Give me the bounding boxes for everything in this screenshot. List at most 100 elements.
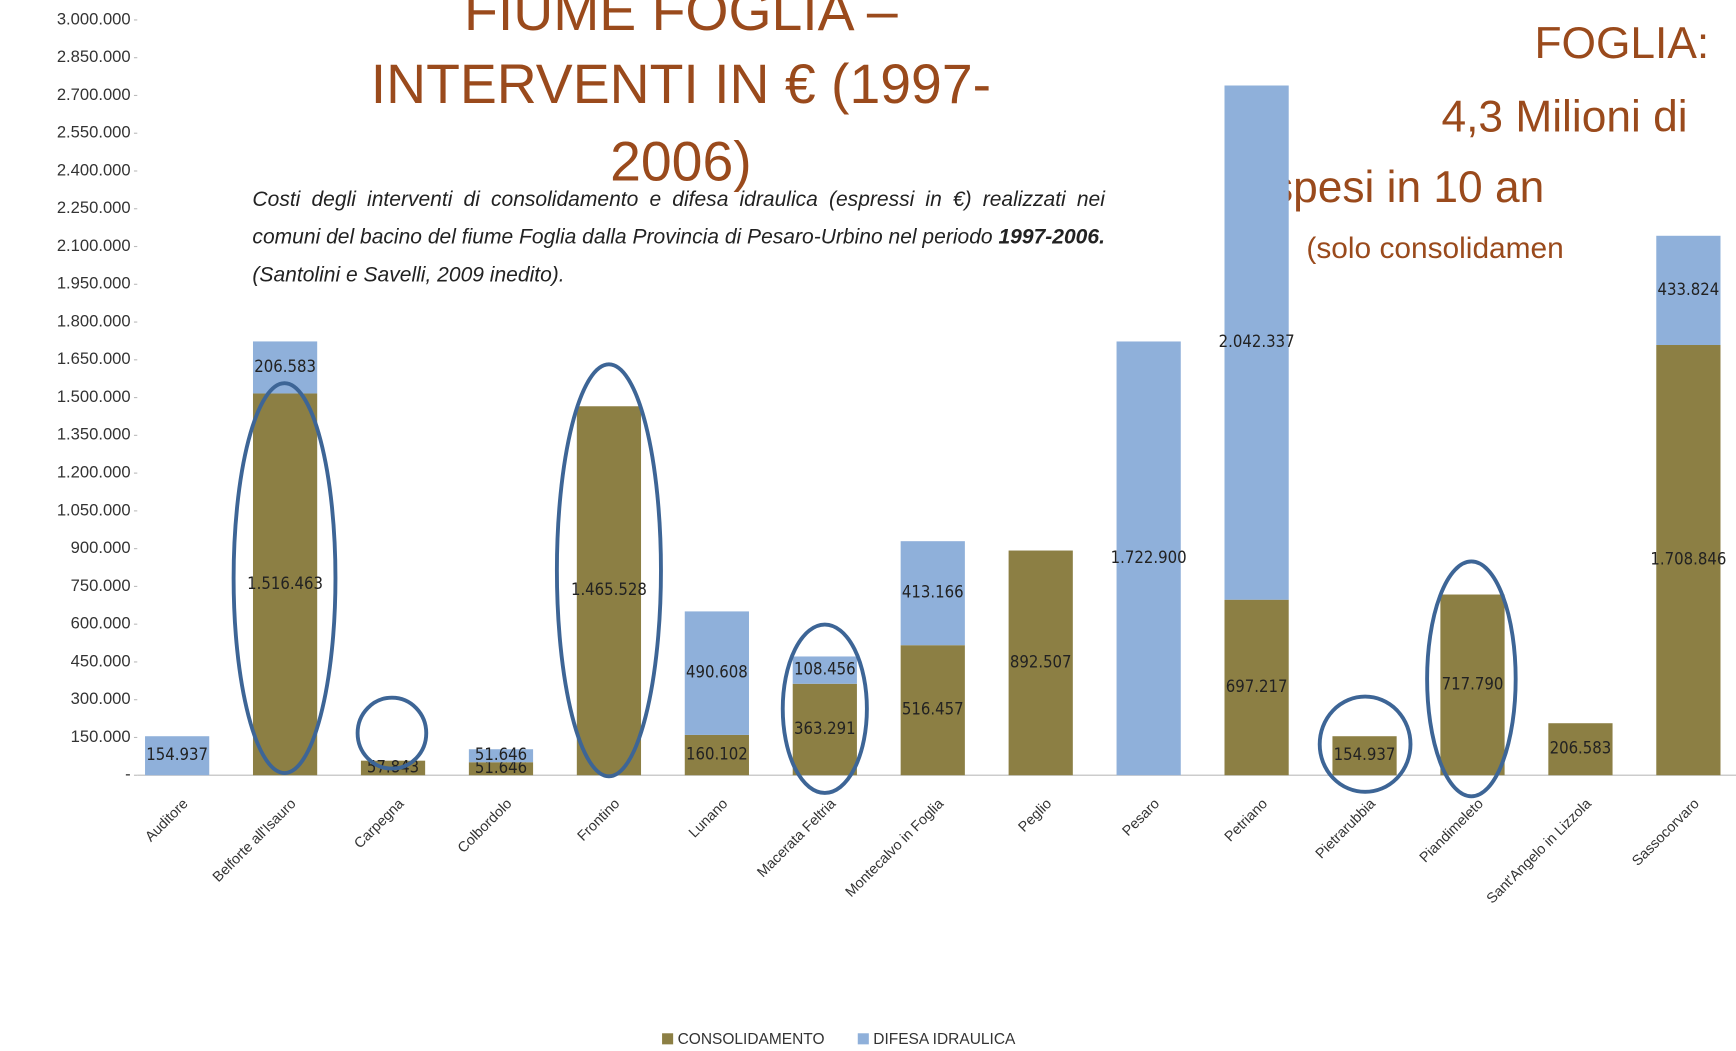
data-label: 51.646 xyxy=(475,758,527,777)
annotation: (solo consolidamen xyxy=(1306,232,1563,265)
bar-segment xyxy=(1008,550,1073,776)
data-label: 433.824 xyxy=(1658,280,1720,299)
highlight-ellipse xyxy=(780,622,869,795)
y-tick-label: 2.700.000 xyxy=(57,85,131,104)
annotation: FOGLIA: xyxy=(1534,19,1709,68)
x-tick-label: Pesaro xyxy=(1120,796,1164,840)
bar-segment xyxy=(1332,736,1397,776)
x-tick-label: Lunano xyxy=(686,796,731,841)
highlight-ellipse xyxy=(231,381,338,775)
y-tick-label: 1.950.000 xyxy=(57,274,131,293)
data-label: 1.708.846 xyxy=(1650,550,1726,569)
bar-segment xyxy=(900,541,965,646)
data-label: 206.583 xyxy=(1550,739,1612,758)
y-tick-label: 1.800.000 xyxy=(57,311,131,330)
data-label: 154.937 xyxy=(146,745,208,764)
x-tick-label: Pietrarubbia xyxy=(1313,796,1379,862)
highlight-ellipse xyxy=(1317,694,1413,794)
bar-segment xyxy=(1440,594,1505,776)
x-tick-label: Montecalvo in Foglia xyxy=(843,796,948,901)
y-tick-label: 2.550.000 xyxy=(57,123,131,142)
bar-segment xyxy=(468,762,534,776)
y-tick-label: 2.400.000 xyxy=(57,160,131,179)
bar-segment xyxy=(576,406,642,776)
y-tick-label: 150.000 xyxy=(71,727,131,746)
data-label: 51.646 xyxy=(475,745,527,764)
bar-segment xyxy=(145,736,210,776)
y-tick-label: 600.000 xyxy=(71,614,131,633)
y-tick-label: 2.100.000 xyxy=(57,236,131,255)
y-tick-label: 2.850.000 xyxy=(57,47,131,66)
y-tick-label: 300.000 xyxy=(71,689,131,708)
x-tick-label: Petriano xyxy=(1222,796,1271,845)
data-label: 516.457 xyxy=(902,700,964,719)
bar-segment xyxy=(252,393,318,776)
highlight-ellipse xyxy=(554,362,663,779)
caption-bold: 1997-2006. xyxy=(998,225,1105,250)
caption-text: (Santolini e Savelli, 2009 inedito). xyxy=(252,263,565,287)
x-tick-label: Macerata Feltria xyxy=(754,796,839,881)
y-tick-label: 450.000 xyxy=(71,651,131,670)
y-tick-label: 2.250.000 xyxy=(57,198,131,217)
bar-segment xyxy=(1116,341,1181,776)
x-tick-label: Auditore xyxy=(142,796,191,845)
y-tick-label: 900.000 xyxy=(71,538,131,557)
y-tick-label: 1.500.000 xyxy=(57,387,131,406)
bar-segment xyxy=(1656,345,1721,776)
caption-text: Costi degli interventi di consolidamento… xyxy=(252,188,1105,250)
data-label: 2.042.337 xyxy=(1219,332,1295,351)
title-line: 2006) xyxy=(610,131,752,193)
x-tick-label: Frontino xyxy=(575,796,624,845)
legend-swatch xyxy=(857,1033,869,1045)
bar-segment xyxy=(684,734,749,776)
annotation: spesi in 10 an xyxy=(1271,163,1544,212)
x-tick-label: Sant'Angelo in Lizzola xyxy=(1484,796,1595,907)
highlight-ellipse xyxy=(355,695,429,771)
bar-segment xyxy=(792,683,857,776)
data-label: 160.102 xyxy=(686,745,748,764)
data-label: 697.217 xyxy=(1226,677,1288,696)
legend-label: CONSOLIDAMENTO xyxy=(678,1031,825,1048)
bar-segment xyxy=(684,611,749,735)
y-tick-label: 1.200.000 xyxy=(57,463,131,482)
data-label: 892.507 xyxy=(1010,652,1072,671)
data-label: 1.516.463 xyxy=(247,574,323,593)
y-tick-label: 3.000.000 xyxy=(57,9,131,28)
y-tick-label: - xyxy=(125,765,131,784)
data-label: 413.166 xyxy=(902,583,964,602)
annotation: 4,3 Milioni di xyxy=(1441,92,1687,141)
legend-swatch xyxy=(662,1033,674,1045)
x-tick-label: Peglio xyxy=(1016,796,1056,836)
x-tick-label: Carpegna xyxy=(351,796,407,852)
highlight-ellipse xyxy=(1425,559,1518,799)
title-line: INTERVENTI IN € (1997- xyxy=(371,53,991,115)
y-tick-label: 1.050.000 xyxy=(57,500,131,519)
plot: - 150.000 300.000 450.000 600.000 750.000 900.… xyxy=(57,9,1736,1048)
data-label: 490.608 xyxy=(686,663,748,682)
x-tick-label: Piandimeleto xyxy=(1417,796,1487,866)
data-label: 717.790 xyxy=(1442,674,1504,693)
x-tick-label: Colbordolo xyxy=(455,796,515,856)
title-line: FIUME FOGLIA – xyxy=(464,0,898,42)
bar-segment xyxy=(468,749,534,763)
data-label: 363.291 xyxy=(794,719,856,738)
caption: Costi degli interventi di consolidamento… xyxy=(252,182,1104,295)
legend-label: DIFESA IDRAULICA xyxy=(873,1031,1016,1048)
x-tick-label: Sassocorvaro xyxy=(1629,796,1702,869)
data-label: 1.722.900 xyxy=(1111,548,1187,567)
bar-segment xyxy=(792,656,857,684)
data-label: 1.465.528 xyxy=(571,580,647,599)
bar-segment xyxy=(1224,85,1289,600)
bar-segment xyxy=(900,645,965,776)
data-label: 206.583 xyxy=(254,357,316,376)
x-tick-label: Belforte all'Isauro xyxy=(210,796,300,886)
y-tick-label: 750.000 xyxy=(71,576,131,595)
bar-segment xyxy=(1224,599,1289,776)
bar-segment xyxy=(1548,723,1613,776)
bar-segment xyxy=(1656,235,1721,346)
data-label: 108.456 xyxy=(794,660,856,679)
y-tick-label: 1.650.000 xyxy=(57,349,131,368)
